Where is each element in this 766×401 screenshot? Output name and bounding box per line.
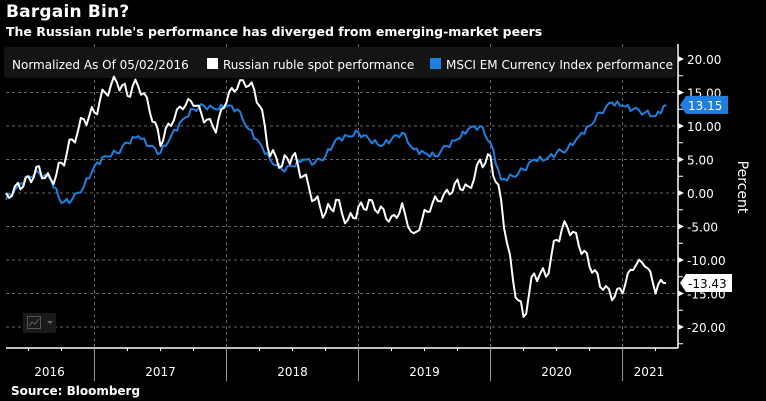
y-major-tick	[678, 89, 684, 96]
chart-subtitle: The Russian ruble's performance has dive…	[6, 24, 543, 39]
legend-swatch-msci	[430, 58, 441, 69]
y-major-tick	[678, 190, 684, 196]
caret-down-icon[interactable]	[47, 321, 53, 324]
series-line-ruble	[5, 75, 667, 318]
y-tick-label: -20.00	[687, 321, 726, 335]
y-major-tick	[678, 56, 684, 62]
y-tick-label: 5.00	[687, 154, 714, 168]
y-major-tick	[678, 156, 684, 163]
axes	[6, 44, 684, 381]
y-axis-label: Percent	[734, 161, 750, 214]
series-line-msci	[5, 100, 667, 205]
gridlines	[6, 44, 678, 348]
legend-background	[4, 47, 676, 78]
last-value-flag-msci	[680, 95, 728, 114]
y-tick-label: 0.00	[687, 187, 714, 201]
x-tick-label: 2017	[145, 365, 176, 379]
y-tick-label: -10.00	[687, 254, 726, 268]
x-tick-label: 2020	[541, 365, 572, 379]
y-tick-labels: 20.0015.0010.005.000.00-5.00-10.00-15.00…	[687, 53, 726, 335]
legend-label-msci: MSCI EM Currency Index performance	[446, 58, 673, 72]
last-value-label-ruble: -13.43	[688, 277, 727, 291]
legend: Normalized As Of 05/02/2016 Russian rubl…	[4, 47, 676, 78]
last-value-flag-ruble	[680, 273, 732, 292]
y-major-tick	[678, 257, 684, 263]
x-tick-label: 2021	[634, 365, 665, 379]
last-value-label-msci: 13.15	[688, 99, 722, 113]
y-tick-label: 20.00	[687, 53, 721, 67]
y-tick-label: -5.00	[687, 221, 718, 235]
y-major-tick	[678, 223, 684, 230]
y-major-tick	[678, 324, 684, 330]
y-tick-label: 10.00	[687, 120, 721, 134]
x-tick-label: 2016	[34, 365, 65, 379]
x-tick-label: 2018	[277, 365, 308, 379]
y-major-tick	[678, 123, 684, 129]
series-lines	[5, 75, 667, 318]
x-tick-label: 2019	[409, 365, 440, 379]
legend-note: Normalized As Of 05/02/2016	[12, 58, 189, 72]
source-note: Source: Bloomberg	[11, 384, 141, 398]
x-tick-labels: 2016 2017 2018 2019 2020 2021	[34, 365, 664, 379]
line-chart-icon[interactable]	[27, 316, 41, 329]
last-value-labels: -13.43 13.15	[680, 95, 732, 292]
chart-type-widget[interactable]	[23, 313, 56, 333]
chart-title: Bargain Bin?	[6, 2, 130, 22]
legend-label-ruble: Russian ruble spot performance	[223, 58, 414, 72]
legend-swatch-ruble	[207, 58, 218, 69]
y-major-tick	[678, 290, 684, 297]
